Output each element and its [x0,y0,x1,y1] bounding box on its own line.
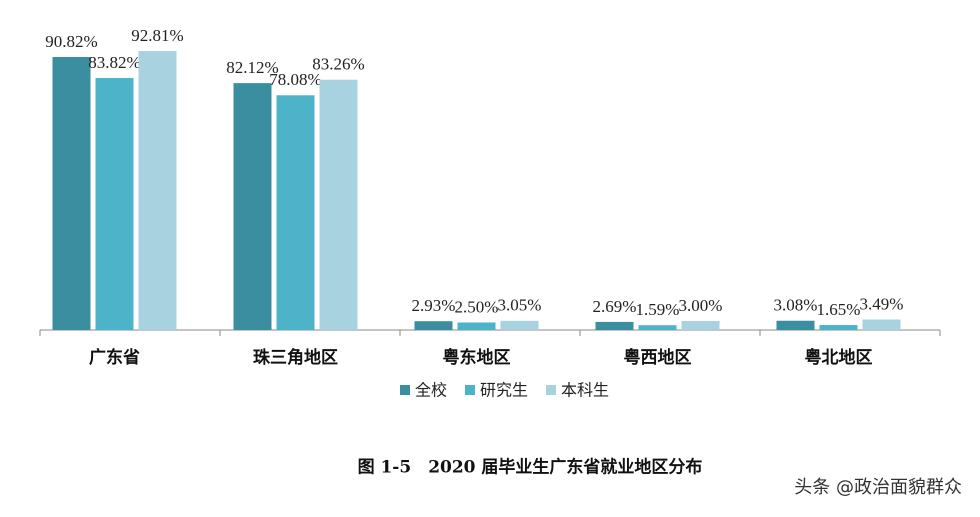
bar [776,320,815,330]
value-label: 2.93% [412,296,456,315]
value-label: 83.26% [312,55,364,74]
bar [233,83,272,330]
bar [595,321,634,330]
bar [138,51,177,330]
bar [819,325,858,330]
bar [457,322,496,330]
value-label: 1.59% [636,300,680,319]
x-tick-label: 珠三角地区 [253,347,338,368]
x-tick-label: 粤西地区 [624,347,692,368]
bar [862,319,901,330]
value-label: 90.82% [45,32,97,51]
bar [319,79,358,330]
legend-label: 全校 [415,381,447,400]
bar [276,95,315,331]
bar [414,321,453,330]
bar [500,320,539,330]
value-label: 83.82% [88,53,140,72]
value-label: 92.81% [131,26,183,45]
value-label: 3.49% [860,294,904,313]
bar [95,78,134,331]
x-tick-label: 粤东地区 [443,347,511,368]
value-label: 2.69% [593,297,637,316]
caption: 图 1-5 2020 届毕业生广东省就业地区分布 [358,457,703,478]
value-label: 3.00% [679,296,723,315]
legend-swatch [465,385,476,395]
bar [638,325,677,330]
watermark: 头条 @政治面貌群众 [794,477,962,498]
value-label: 2.50% [455,297,499,316]
x-tick-label: 粤北地区 [805,347,873,368]
value-label: 82.12% [226,58,278,77]
x-tick-label: 广东省 [89,347,140,368]
bar [52,56,91,330]
value-label: 1.65% [817,300,861,319]
legend-swatch [546,385,557,395]
value-label: 3.08% [774,296,818,315]
value-label: 3.05% [498,296,542,315]
legend-label: 本科生 [561,381,609,400]
legend-swatch [400,385,410,395]
legend-label: 研究生 [480,381,528,400]
value-label: 78.08% [269,70,321,89]
bar [681,320,720,330]
